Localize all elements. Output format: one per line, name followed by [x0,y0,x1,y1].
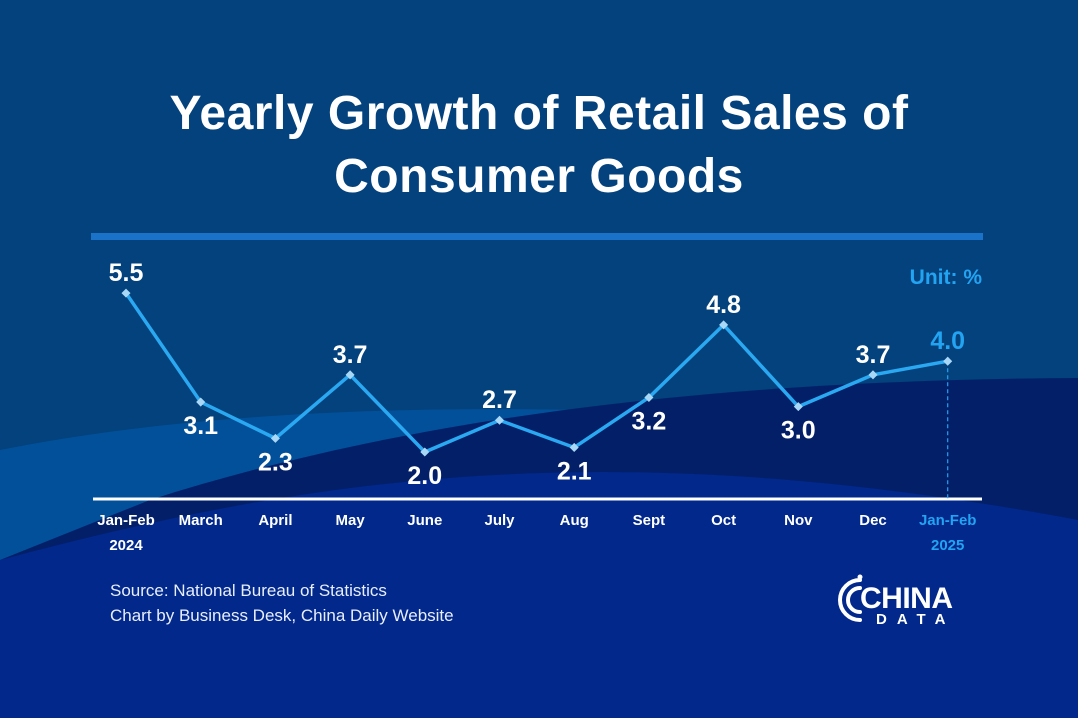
x-tick-label: April [258,512,292,529]
data-label: 5.5 [109,259,144,287]
x-tick-label: March [179,512,223,529]
x-tick-label: June [407,512,442,529]
data-label: 2.3 [258,448,293,476]
data-point-marker [644,392,654,403]
credit-text: Chart by Business Desk, China Daily Webs… [110,606,454,625]
source-block: Source: National Bureau of Statistics Ch… [110,578,454,628]
x-tick-label: Jan-Feb [919,512,977,529]
x-tick-label: Jan-Feb [97,512,155,529]
data-label: 3.1 [183,412,218,440]
data-label: 2.1 [557,457,592,485]
data-label: 3.2 [632,408,667,436]
data-point-marker [569,442,579,452]
logo-word-china: CHINA [860,582,953,615]
x-tick-label: Sept [633,512,666,529]
data-label: 3.7 [333,341,368,369]
data-point-marker [196,397,206,407]
source-text: Source: National Bureau of Statistics [110,581,387,600]
data-label: 2.7 [482,386,517,414]
series-line [124,292,949,455]
title-divider [91,233,983,240]
x-tick-label: Aug [560,512,589,529]
x-tick-label: 2024 [109,537,143,554]
data-point-marker [719,320,729,330]
data-label: 4.8 [706,291,741,319]
logo-word-data: DATA [876,611,956,628]
x-tick-label: Oct [711,512,736,529]
unit-label: Unit: % [909,266,982,289]
x-tick-label: Nov [784,512,813,529]
x-tick-label: July [484,512,515,529]
x-tick-label: 2025 [931,537,964,554]
data-point-marker [943,356,953,366]
chart-title: Yearly Growth of Retail Sales of Consume… [0,82,1078,208]
title-line-1: Yearly Growth of Retail Sales of [169,87,909,140]
data-label: 3.7 [856,341,891,369]
data-label: 3.0 [781,417,816,445]
data-label: 2.0 [407,462,442,490]
title-line-2: Consumer Goods [334,150,744,203]
china-data-logo: CHINA DATA [838,570,968,632]
signal-arcs-icon [838,574,863,622]
data-label: 4.0 [930,327,965,355]
x-tick-label: Dec [859,512,887,529]
x-tick-label: May [336,512,366,529]
background-wave-bottom [0,472,1078,718]
